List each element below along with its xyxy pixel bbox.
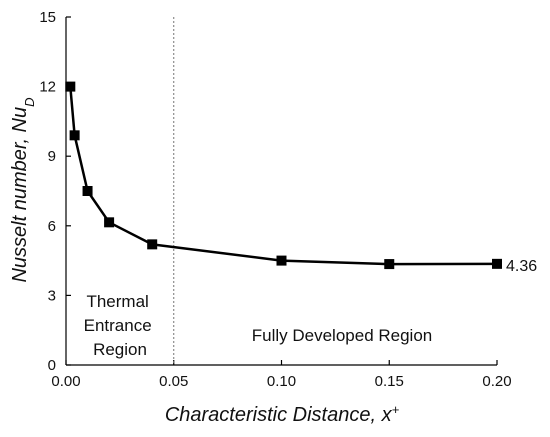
x-tick-label: 0.10 (267, 373, 296, 390)
y-tick-label: 3 (48, 287, 56, 304)
marker-group (65, 81, 502, 270)
y-tick-label: 12 (39, 79, 56, 96)
data-point-marker (69, 130, 80, 141)
region-left-line-3: Region (93, 340, 147, 359)
x-tick-label: 0.00 (51, 373, 80, 390)
region-left-line-2: Entrance (84, 316, 152, 335)
data-point-marker (65, 81, 76, 92)
x-axis-title-sup: + (392, 402, 400, 417)
y-tick-label: 15 (39, 9, 56, 26)
y-axis-title-sub: D (22, 97, 37, 106)
y-tick-label: 0 (48, 357, 56, 374)
data-point-marker (82, 186, 93, 196)
y-axis-title: Nusselt number, NuD (9, 97, 37, 282)
x-axis-title-main: Characteristic Distance, x (165, 404, 393, 426)
data-point-marker (276, 255, 287, 266)
data-point-marker (492, 258, 502, 269)
y-tick-label: 9 (48, 148, 56, 165)
data-point-marker (384, 259, 395, 270)
region-left-line-1: Thermal (86, 292, 148, 311)
axes (65, 17, 497, 366)
region-left-label: Thermal Entrance Region (84, 292, 157, 359)
end-value-label: 4.36 (506, 258, 537, 275)
y-tick-label: 6 (48, 218, 56, 235)
x-tick-label: 0.05 (159, 373, 188, 390)
region-right-label: Fully Developed Region (252, 326, 433, 345)
x-axis-title: Characteristic Distance, x+ (165, 402, 400, 427)
tick-group: 0.00 0.05 0.10 0.15 0.20 0 3 6 9 12 15 (39, 9, 511, 390)
data-point-marker (104, 217, 115, 228)
x-tick-label: 0.15 (375, 373, 404, 390)
x-tick-label: 0.20 (482, 373, 511, 390)
series-line (69, 86, 498, 266)
data-point-marker (147, 239, 158, 250)
y-axis-title-main: Nusselt number, Nu (9, 107, 31, 283)
